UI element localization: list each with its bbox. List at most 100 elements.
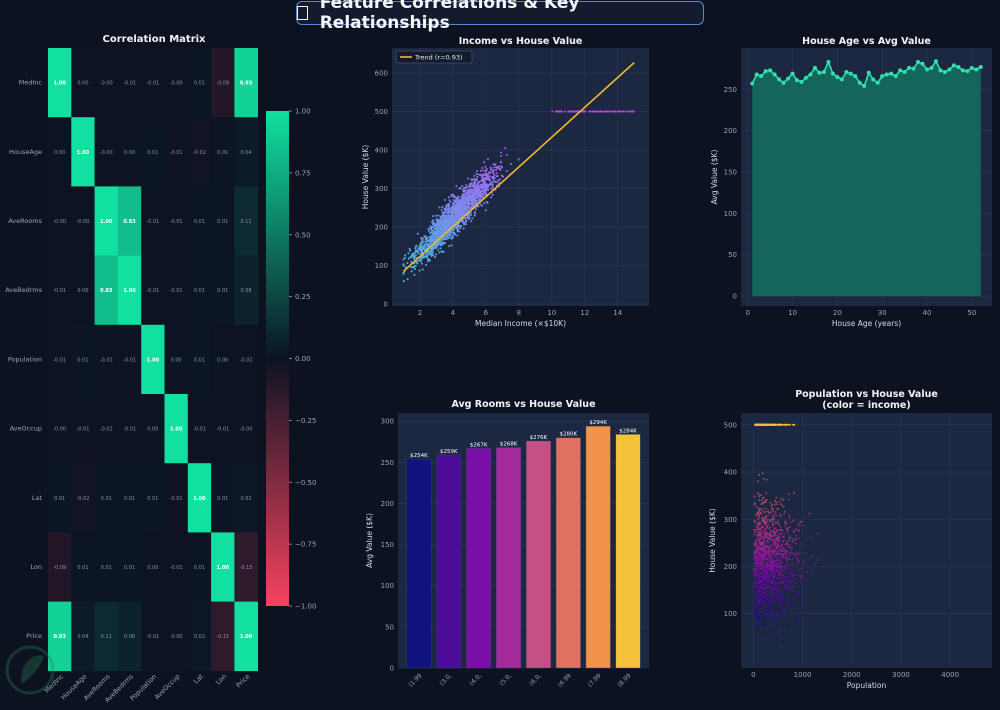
heatmap-cell: [164, 601, 189, 672]
scatter1-point: [409, 256, 412, 259]
scatter1-point: [500, 174, 503, 177]
scatter2-point: [796, 557, 799, 559]
scatter1-point: [504, 147, 507, 150]
area-ytick: 100: [724, 210, 737, 218]
scatter1-point: [470, 191, 473, 194]
scatter1-point: [420, 246, 423, 249]
scatter2-point: [780, 596, 783, 599]
scatter2-point: [761, 590, 764, 593]
scatter1-point: [452, 209, 455, 212]
scatter2-point: [786, 528, 789, 531]
scatter2-point: [766, 530, 768, 533]
scatter2-point: [762, 554, 765, 557]
scatter2-point: [779, 567, 781, 570]
scatter2-point: [763, 570, 766, 573]
scatter2-point: [783, 510, 786, 513]
heatmap-cell-label: 0.01: [217, 219, 228, 225]
scatter2-point: [809, 557, 812, 560]
heatmap-cell-label: 0.00: [171, 357, 182, 363]
scatter2-point: [770, 582, 773, 585]
scatter1-point: [483, 160, 486, 163]
heatmap-cell: [71, 394, 95, 464]
scatter1-point: [404, 254, 407, 257]
heatmap-cell-label: -0.00: [53, 427, 66, 433]
page-title: Feature Correlations & Key Relationships: [296, 0, 704, 33]
scatter2-point: [755, 609, 758, 612]
scatter1-point: [448, 236, 451, 239]
heatmap-cell-label: 0.02: [194, 634, 205, 640]
heatmap-cell: [71, 48, 95, 118]
scatter1-point: [551, 110, 554, 113]
scatter1-point: [436, 222, 439, 225]
scatter2-point: [759, 556, 762, 559]
scatter2-point: [801, 568, 804, 571]
scatter1-ytick: 300: [375, 185, 388, 193]
scatter1-point: [469, 198, 472, 201]
scatter1-point: [456, 234, 459, 237]
scatter1-point: [402, 280, 405, 283]
scatter2-point: [772, 619, 775, 622]
watermark-logo: [5, 645, 55, 695]
scatter2-point: [763, 563, 766, 566]
area-point: [969, 65, 974, 70]
scatter1-point: [445, 207, 448, 210]
scatter2-point: [760, 553, 762, 556]
scatter2-point: [782, 610, 784, 612]
scatter2-point: [766, 590, 769, 592]
scatter2-point: [781, 550, 784, 552]
scatter2-point: [767, 509, 769, 512]
scatter1-point: [421, 255, 424, 258]
scatter1-point: [498, 165, 501, 168]
area-point: [871, 77, 876, 82]
scatter2-point: [768, 535, 771, 538]
heatmap-cell: [187, 255, 212, 326]
scatter2-point: [773, 588, 775, 591]
area-ytick: 250: [724, 86, 737, 94]
scatter1-point: [402, 258, 405, 261]
heatmap-cell-label: 0.01: [147, 150, 158, 156]
scatter2-point: [771, 589, 774, 592]
scatter1-point: [436, 243, 439, 246]
scatter2-point: [799, 595, 802, 598]
scatter2-point: [769, 573, 772, 576]
scatter2-point: [758, 548, 760, 551]
scatter2-point: [773, 629, 776, 632]
scatter2-point: [788, 536, 791, 539]
scatter2-point: [799, 520, 802, 523]
scatter1-point: [483, 181, 486, 184]
heatmap-row-label: AveBedrms: [5, 286, 42, 294]
scatter2-point: [755, 551, 757, 554]
scatter2-xtick: 3000: [892, 671, 910, 679]
scatter2-point: [758, 493, 761, 496]
scatter2-point: [772, 615, 775, 618]
scatter1-point: [426, 257, 429, 260]
scatter2-point: [777, 574, 780, 577]
scatter2-point: [769, 636, 772, 639]
scatter2-point: [758, 567, 760, 570]
scatter2-point: [779, 561, 782, 564]
scatter2-point: [781, 581, 783, 584]
heatmap-cell: [187, 601, 212, 672]
colorbar-tick-label: −0.25: [295, 417, 316, 425]
scatter2-point: [755, 611, 758, 614]
scatter1-point: [495, 172, 498, 175]
scatter2-point: [790, 521, 793, 524]
heatmap-row-label: Lat: [32, 494, 43, 502]
heatmap-cell: [164, 324, 189, 395]
scatter1-point: [470, 178, 473, 181]
scatter2-point: [781, 592, 784, 594]
scatter2-point: [764, 607, 767, 610]
scatter2-point: [769, 511, 772, 513]
scatter1-point: [445, 225, 448, 228]
colorbar-tick-label: 0.00: [295, 355, 311, 363]
bar: [406, 458, 432, 669]
scatter2-point: [757, 535, 760, 538]
scatter2-point: [789, 423, 792, 426]
scatter2-point: [789, 558, 791, 561]
heatmap-col-label: Price: [235, 673, 252, 690]
heatmap-cell-label: -0.00: [170, 81, 183, 87]
scatter2-point: [794, 593, 797, 596]
heatmap-cell: [187, 48, 212, 118]
scatter2-point: [767, 542, 769, 544]
scatter1-point: [435, 246, 438, 249]
